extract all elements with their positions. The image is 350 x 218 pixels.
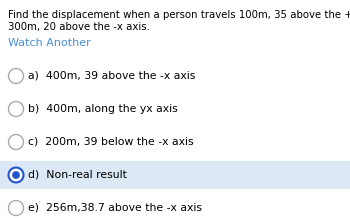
- Circle shape: [8, 102, 23, 116]
- Text: 300m, 20 above the -x axis.: 300m, 20 above the -x axis.: [8, 22, 150, 32]
- Text: e)  256m,38.7 above the -x axis: e) 256m,38.7 above the -x axis: [28, 203, 202, 213]
- Circle shape: [8, 167, 23, 182]
- Circle shape: [8, 135, 23, 150]
- FancyBboxPatch shape: [0, 161, 350, 189]
- Text: Find the displacement when a person travels 100m, 35 above the +x axis and then: Find the displacement when a person trav…: [8, 10, 350, 20]
- Text: c)  200m, 39 below the -x axis: c) 200m, 39 below the -x axis: [28, 136, 194, 146]
- Text: b)  400m, along the yx axis: b) 400m, along the yx axis: [28, 104, 178, 114]
- Circle shape: [8, 68, 23, 83]
- Text: a)  400m, 39 above the -x axis: a) 400m, 39 above the -x axis: [28, 70, 195, 80]
- Text: Watch Another: Watch Another: [8, 38, 91, 48]
- Circle shape: [13, 172, 20, 179]
- Text: d)  Non-real result: d) Non-real result: [28, 170, 127, 179]
- Circle shape: [8, 201, 23, 216]
